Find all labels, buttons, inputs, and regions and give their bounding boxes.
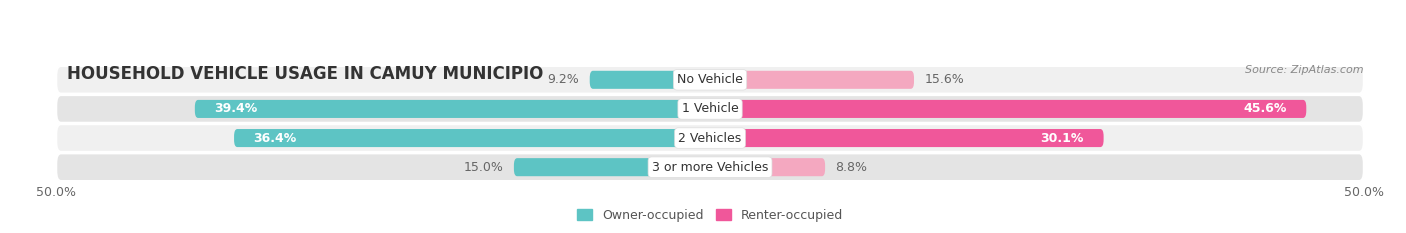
Text: 30.1%: 30.1% bbox=[1040, 132, 1084, 144]
FancyBboxPatch shape bbox=[515, 158, 710, 176]
Legend: Owner-occupied, Renter-occupied: Owner-occupied, Renter-occupied bbox=[576, 209, 844, 222]
Text: 39.4%: 39.4% bbox=[215, 103, 257, 115]
Text: HOUSEHOLD VEHICLE USAGE IN CAMUY MUNICIPIO: HOUSEHOLD VEHICLE USAGE IN CAMUY MUNICIP… bbox=[66, 65, 543, 83]
FancyBboxPatch shape bbox=[710, 158, 825, 176]
Text: 45.6%: 45.6% bbox=[1243, 103, 1286, 115]
FancyBboxPatch shape bbox=[710, 71, 914, 89]
FancyBboxPatch shape bbox=[56, 124, 1364, 152]
FancyBboxPatch shape bbox=[56, 66, 1364, 94]
Text: 36.4%: 36.4% bbox=[253, 132, 297, 144]
Text: 15.6%: 15.6% bbox=[925, 73, 965, 86]
Text: No Vehicle: No Vehicle bbox=[678, 73, 742, 86]
FancyBboxPatch shape bbox=[233, 129, 710, 147]
FancyBboxPatch shape bbox=[56, 153, 1364, 181]
Text: 9.2%: 9.2% bbox=[547, 73, 579, 86]
FancyBboxPatch shape bbox=[710, 129, 1104, 147]
FancyBboxPatch shape bbox=[589, 71, 710, 89]
FancyBboxPatch shape bbox=[710, 100, 1306, 118]
FancyBboxPatch shape bbox=[56, 95, 1364, 123]
Text: 1 Vehicle: 1 Vehicle bbox=[682, 103, 738, 115]
Text: 8.8%: 8.8% bbox=[835, 161, 868, 174]
FancyBboxPatch shape bbox=[195, 100, 710, 118]
Text: 2 Vehicles: 2 Vehicles bbox=[679, 132, 741, 144]
Text: 15.0%: 15.0% bbox=[464, 161, 503, 174]
Text: 3 or more Vehicles: 3 or more Vehicles bbox=[652, 161, 768, 174]
Text: Source: ZipAtlas.com: Source: ZipAtlas.com bbox=[1246, 65, 1364, 75]
